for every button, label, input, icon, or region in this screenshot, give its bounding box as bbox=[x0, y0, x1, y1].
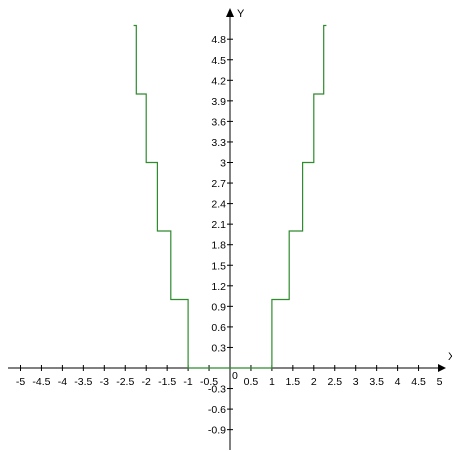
y-tick-label: -0.9 bbox=[208, 425, 226, 437]
y-tick-label: 1.5 bbox=[211, 260, 226, 272]
series-line bbox=[133, 24, 327, 369]
y-tick-label: 1.8 bbox=[211, 240, 226, 252]
x-tick-label: 1 bbox=[269, 376, 275, 388]
y-tick-label: 1.2 bbox=[211, 281, 226, 293]
x-tick-label: 3.5 bbox=[369, 376, 384, 388]
y-tick-label: 4.8 bbox=[211, 34, 226, 46]
y-tick-label: 0.6 bbox=[211, 322, 226, 334]
x-axis-label: X bbox=[448, 351, 452, 363]
x-tick-label: -3 bbox=[100, 376, 109, 388]
y-tick-label: 3 bbox=[220, 158, 226, 170]
y-tick-label: 4.2 bbox=[211, 75, 226, 87]
y-tick-label: 4.5 bbox=[211, 55, 226, 67]
y-axis-arrow-icon bbox=[226, 8, 234, 17]
x-tick-label: -4.5 bbox=[32, 376, 50, 388]
y-tick-label: 0.9 bbox=[211, 301, 226, 313]
x-tick-label: 4 bbox=[395, 376, 401, 388]
origin-label: 0 bbox=[232, 370, 238, 382]
y-axis-label: Y bbox=[237, 8, 245, 20]
y-ticks: 4.8 4.5 4.2 3.9 3.6 3.3 3 2.7 2.4 2.1 1.8 1.5 1.2 0.9… bbox=[208, 34, 233, 437]
x-tick-label: -3.5 bbox=[74, 376, 92, 388]
x-tick-label: 2.5 bbox=[327, 376, 342, 388]
x-tick-label: -1 bbox=[183, 376, 192, 388]
x-tick-label: 0.5 bbox=[244, 376, 259, 388]
y-tick-label: 2.4 bbox=[211, 199, 226, 211]
y-tick-label: 3.3 bbox=[211, 137, 226, 149]
x-tick-label: 4.5 bbox=[411, 376, 426, 388]
x-tick-label: 5 bbox=[437, 376, 443, 388]
x-tick-label: 3 bbox=[353, 376, 359, 388]
x-tick-label: -0.5 bbox=[200, 376, 218, 388]
y-tick-label: 2.1 bbox=[211, 219, 226, 231]
y-tick-label: 2.7 bbox=[211, 178, 226, 190]
y-tick-label: -0.3 bbox=[208, 384, 226, 396]
y-tick-label: 3.9 bbox=[211, 96, 226, 108]
x-tick-label: -2.5 bbox=[116, 376, 134, 388]
x-tick-label: -4 bbox=[58, 376, 67, 388]
x-tick-label: -1.5 bbox=[158, 376, 176, 388]
x-tick-label: 2 bbox=[311, 376, 317, 388]
x-tick-label: 1.5 bbox=[286, 376, 301, 388]
x-tick-label: -5 bbox=[16, 376, 25, 388]
y-tick-label: 3.6 bbox=[211, 116, 226, 128]
y-tick-label: -0.6 bbox=[208, 404, 226, 416]
x-tick-label: -2 bbox=[142, 376, 151, 388]
y-tick-label: 0.3 bbox=[211, 342, 226, 354]
series bbox=[133, 24, 327, 369]
